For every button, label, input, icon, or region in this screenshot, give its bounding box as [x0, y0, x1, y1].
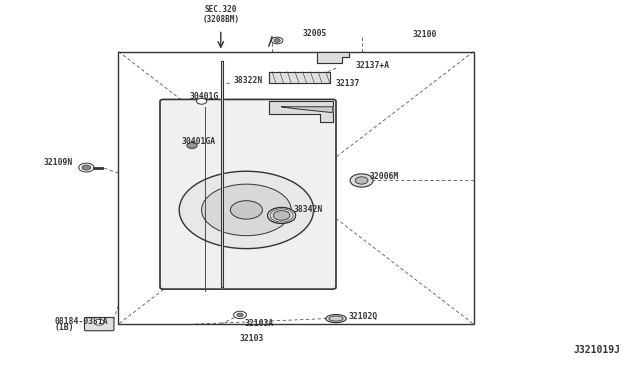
Circle shape: [196, 98, 207, 104]
Circle shape: [237, 313, 243, 317]
Text: 32006M: 32006M: [370, 171, 399, 180]
Circle shape: [273, 211, 290, 220]
Text: J321019J: J321019J: [574, 346, 621, 355]
Circle shape: [271, 37, 283, 44]
Circle shape: [79, 163, 94, 172]
Bar: [118, 52, 474, 324]
Polygon shape: [221, 61, 223, 287]
Ellipse shape: [326, 315, 346, 323]
Polygon shape: [269, 101, 333, 122]
Text: 32109N: 32109N: [44, 158, 73, 167]
Ellipse shape: [329, 316, 343, 321]
Text: 32102Q: 32102Q: [349, 311, 378, 321]
Circle shape: [274, 39, 280, 42]
Text: 32103A: 32103A: [244, 319, 274, 328]
Polygon shape: [282, 107, 333, 112]
Text: 32103: 32103: [240, 334, 264, 343]
Circle shape: [355, 177, 368, 184]
Circle shape: [202, 184, 291, 236]
Text: 08184-0351A: 08184-0351A: [54, 317, 108, 326]
Circle shape: [94, 319, 104, 325]
FancyBboxPatch shape: [160, 99, 336, 289]
Polygon shape: [317, 52, 349, 62]
Circle shape: [230, 201, 262, 219]
Text: 38342N: 38342N: [293, 205, 323, 214]
Circle shape: [179, 171, 314, 248]
Text: 32137: 32137: [336, 80, 360, 89]
Text: (1B): (1B): [54, 323, 74, 331]
Text: 32005: 32005: [302, 29, 326, 38]
Circle shape: [350, 174, 373, 187]
Text: 38322N: 38322N: [234, 76, 263, 85]
Circle shape: [268, 207, 296, 224]
Polygon shape: [269, 72, 330, 83]
Circle shape: [187, 142, 197, 148]
Circle shape: [234, 311, 246, 318]
Text: 30401GA: 30401GA: [181, 137, 215, 145]
Circle shape: [82, 165, 91, 170]
FancyBboxPatch shape: [84, 317, 114, 331]
Text: SEC.320
(3208BM): SEC.320 (3208BM): [202, 4, 239, 24]
Text: 30401G: 30401G: [189, 92, 219, 101]
Text: 32100: 32100: [413, 31, 437, 39]
Text: 32137+A: 32137+A: [355, 61, 389, 70]
